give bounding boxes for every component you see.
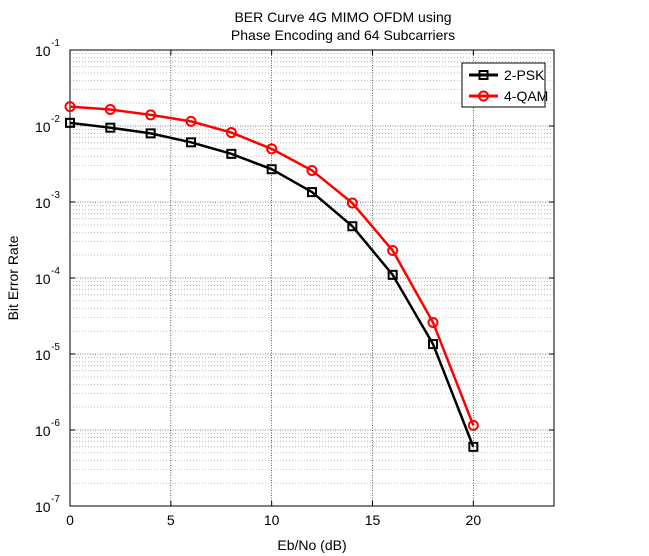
y-tick-label-base: 10 [35, 423, 51, 439]
y-axis-label: Bit Error Rate [5, 235, 21, 320]
y-tick-label-exponent: -4 [51, 266, 60, 277]
data-point-4-qam [346, 197, 358, 209]
chart-title-line-2: Phase Encoding and 64 Subcarriers [231, 27, 455, 43]
data-point-4-qam [387, 245, 399, 257]
legend-label-4-qam: 4-QAM [504, 88, 548, 104]
legend: 2-PSK 4-QAM [461, 62, 548, 108]
y-tick-label: 10 -7 [35, 494, 60, 515]
y-tick-label-exponent: -3 [51, 190, 60, 201]
y-tick-label-base: 10 [35, 43, 51, 59]
legend-label-2-psk: 2-PSK [504, 67, 545, 83]
legend-marker-2-psk [478, 70, 489, 80]
y-tick-label-base: 10 [35, 271, 51, 287]
y-tick-label: 10 -4 [35, 266, 60, 287]
x-tick-label: 0 [66, 512, 74, 528]
data-point-4-qam [185, 115, 197, 127]
data-point-2-psk [105, 122, 116, 133]
data-point-4-qam [427, 316, 439, 328]
data-point-2-psk [347, 221, 358, 232]
y-tick-label: 10 -3 [35, 190, 60, 211]
data-point-4-qam [306, 164, 318, 176]
data-series [64, 101, 479, 452]
chart-title: BER Curve 4G MIMO OFDM using Phase Encod… [231, 9, 455, 43]
series-line-4-qam [69, 105, 475, 426]
y-tick-label-exponent: -2 [51, 114, 60, 125]
y-tick-label-base: 10 [35, 195, 51, 211]
y-tick-label-base: 10 [35, 347, 51, 363]
x-tick-label: 20 [466, 512, 482, 528]
y-tick-label-exponent: -1 [51, 38, 60, 49]
legend-marker-4-qam [478, 90, 489, 102]
y-tick-label-exponent: -5 [51, 342, 60, 353]
data-point-2-psk [226, 148, 237, 159]
series-line-2-psk [69, 121, 475, 448]
data-point-4-qam [225, 127, 237, 139]
y-tick-label-base: 10 [35, 119, 51, 135]
y-tick-label: 10 -2 [35, 114, 60, 135]
data-point-2-psk [468, 441, 479, 452]
x-tick-label: 10 [264, 512, 280, 528]
x-axis-label: Eb/No (dB) [277, 537, 346, 553]
y-tick-label-exponent: -6 [51, 418, 60, 429]
data-point-2-psk [65, 117, 75, 128]
data-point-4-qam [467, 419, 479, 431]
data-point-2-psk [387, 269, 398, 280]
y-tick-label: 10 -6 [35, 418, 60, 439]
data-point-4-qam [266, 143, 278, 155]
data-point-2-psk [186, 137, 196, 148]
data-point-2-psk [428, 339, 438, 350]
y-tick-label: 10 -1 [35, 38, 60, 59]
x-tick-label: 5 [167, 512, 175, 528]
y-tick-label-exponent: -7 [51, 494, 60, 505]
data-point-2-psk [266, 164, 277, 175]
legend-box [461, 62, 546, 108]
chart-title-line-1: BER Curve 4G MIMO OFDM using [234, 9, 451, 25]
data-point-4-qam [104, 103, 116, 115]
y-tick-label: 10 -5 [35, 342, 60, 363]
x-tick-label: 15 [365, 512, 381, 528]
data-point-4-qam [64, 101, 76, 113]
data-point-2-psk [145, 128, 156, 139]
y-tick-label-base: 10 [35, 499, 51, 515]
data-point-4-qam [145, 109, 157, 121]
data-point-2-psk [307, 187, 317, 198]
